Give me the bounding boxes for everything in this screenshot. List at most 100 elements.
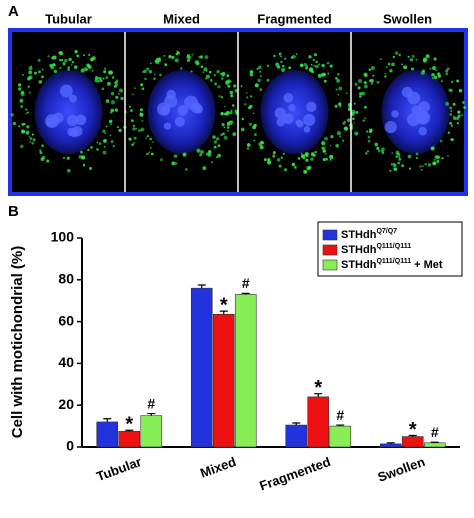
mito-speck [335, 143, 340, 148]
mito-speck [152, 141, 155, 144]
mito-speck [308, 165, 312, 170]
mito-speck [389, 69, 393, 73]
mito-speck [227, 84, 231, 88]
mito-speck [223, 126, 226, 129]
mito-speck [141, 119, 144, 122]
mito-speck [462, 101, 465, 104]
mito-speck [106, 81, 111, 86]
mito-speck [213, 74, 216, 77]
mito-speck [101, 87, 105, 91]
mito-speck [433, 57, 437, 61]
mito-speck [437, 72, 441, 76]
mito-speck [295, 53, 298, 55]
error-bar [430, 441, 439, 443]
mito-speck [305, 65, 309, 68]
legend-swatch [322, 229, 338, 241]
mito-speck [403, 65, 407, 70]
mito-speck [276, 158, 281, 162]
mito-speck [226, 129, 229, 132]
legend-superscript: Q111/Q111 [376, 243, 411, 250]
significance-mark: # [147, 395, 155, 411]
mito-speck [115, 79, 119, 82]
mito-speck [450, 110, 453, 112]
mito-speck [327, 72, 330, 75]
mito-speck [315, 64, 319, 69]
mito-speck [199, 153, 203, 157]
mito-speck [194, 60, 199, 64]
mito-speck [361, 91, 366, 96]
mito-speck [108, 70, 113, 75]
bar [234, 294, 257, 448]
mito-speck [310, 64, 313, 66]
nucleolus [53, 112, 64, 123]
mito-speck [110, 123, 113, 126]
x-tick-label: Fragmented [257, 454, 332, 494]
mito-speck [21, 122, 25, 126]
mito-speck [153, 73, 156, 76]
mito-speck [131, 93, 134, 95]
mito-speck [432, 161, 437, 166]
nucleolus [407, 91, 421, 105]
mito-speck [461, 114, 464, 117]
mito-speck [245, 92, 248, 94]
mito-speck [140, 83, 144, 87]
mito-speck [225, 110, 230, 115]
mito-speck [422, 165, 424, 167]
mito-speck [450, 124, 454, 127]
mito-speck [339, 135, 342, 138]
mito-speck [351, 109, 356, 115]
mito-speck [342, 121, 346, 125]
mito-speck [28, 70, 33, 75]
mito-speck [140, 127, 145, 132]
mito-speck [401, 164, 405, 168]
error-bar [103, 418, 112, 422]
mito-speck [117, 92, 120, 95]
mito-speck [227, 79, 231, 83]
mito-speck [385, 66, 388, 68]
mito-speck [449, 113, 453, 116]
nucleolus [295, 119, 303, 126]
mito-speck [18, 125, 21, 128]
mito-speck [398, 156, 401, 159]
nucleolus [418, 101, 430, 113]
error-bar [125, 429, 134, 432]
mito-speck [398, 53, 401, 57]
mito-speck [98, 142, 102, 146]
legend-name: STHdh [341, 229, 377, 241]
mito-speck [309, 56, 312, 59]
mito-speck [205, 74, 210, 79]
mito-speck [263, 158, 267, 162]
mito-speck [452, 102, 456, 106]
bar [379, 443, 402, 448]
mito-speck [110, 91, 115, 96]
mito-speck [318, 63, 321, 66]
panel-label: B [8, 203, 19, 220]
mito-speck [370, 66, 375, 71]
mito-speck [291, 162, 296, 167]
mito-speck [67, 66, 71, 69]
mito-speck [97, 80, 100, 83]
mito-speck [424, 163, 427, 166]
mito-speck [29, 141, 32, 144]
mito-speck [221, 72, 226, 77]
mito-speck [384, 75, 387, 78]
mito-speck [208, 70, 212, 74]
mito-speck [363, 81, 367, 85]
mito-speck [180, 67, 183, 70]
mito-speck [102, 150, 107, 155]
nucleus [34, 70, 103, 154]
nucleolus [418, 127, 427, 136]
mito-speck [249, 122, 252, 126]
mito-speck [90, 145, 93, 149]
image-title: Tubular [45, 11, 92, 26]
mito-speck [96, 148, 99, 151]
mito-speck [449, 138, 453, 141]
mito-speck [456, 122, 459, 125]
mito-speck [148, 70, 153, 74]
nucleolus [288, 104, 296, 112]
mito-speck [457, 110, 461, 114]
mito-speck [129, 109, 133, 113]
mito-speck [394, 51, 399, 55]
mito-speck [216, 137, 220, 141]
mito-speck [67, 68, 70, 71]
